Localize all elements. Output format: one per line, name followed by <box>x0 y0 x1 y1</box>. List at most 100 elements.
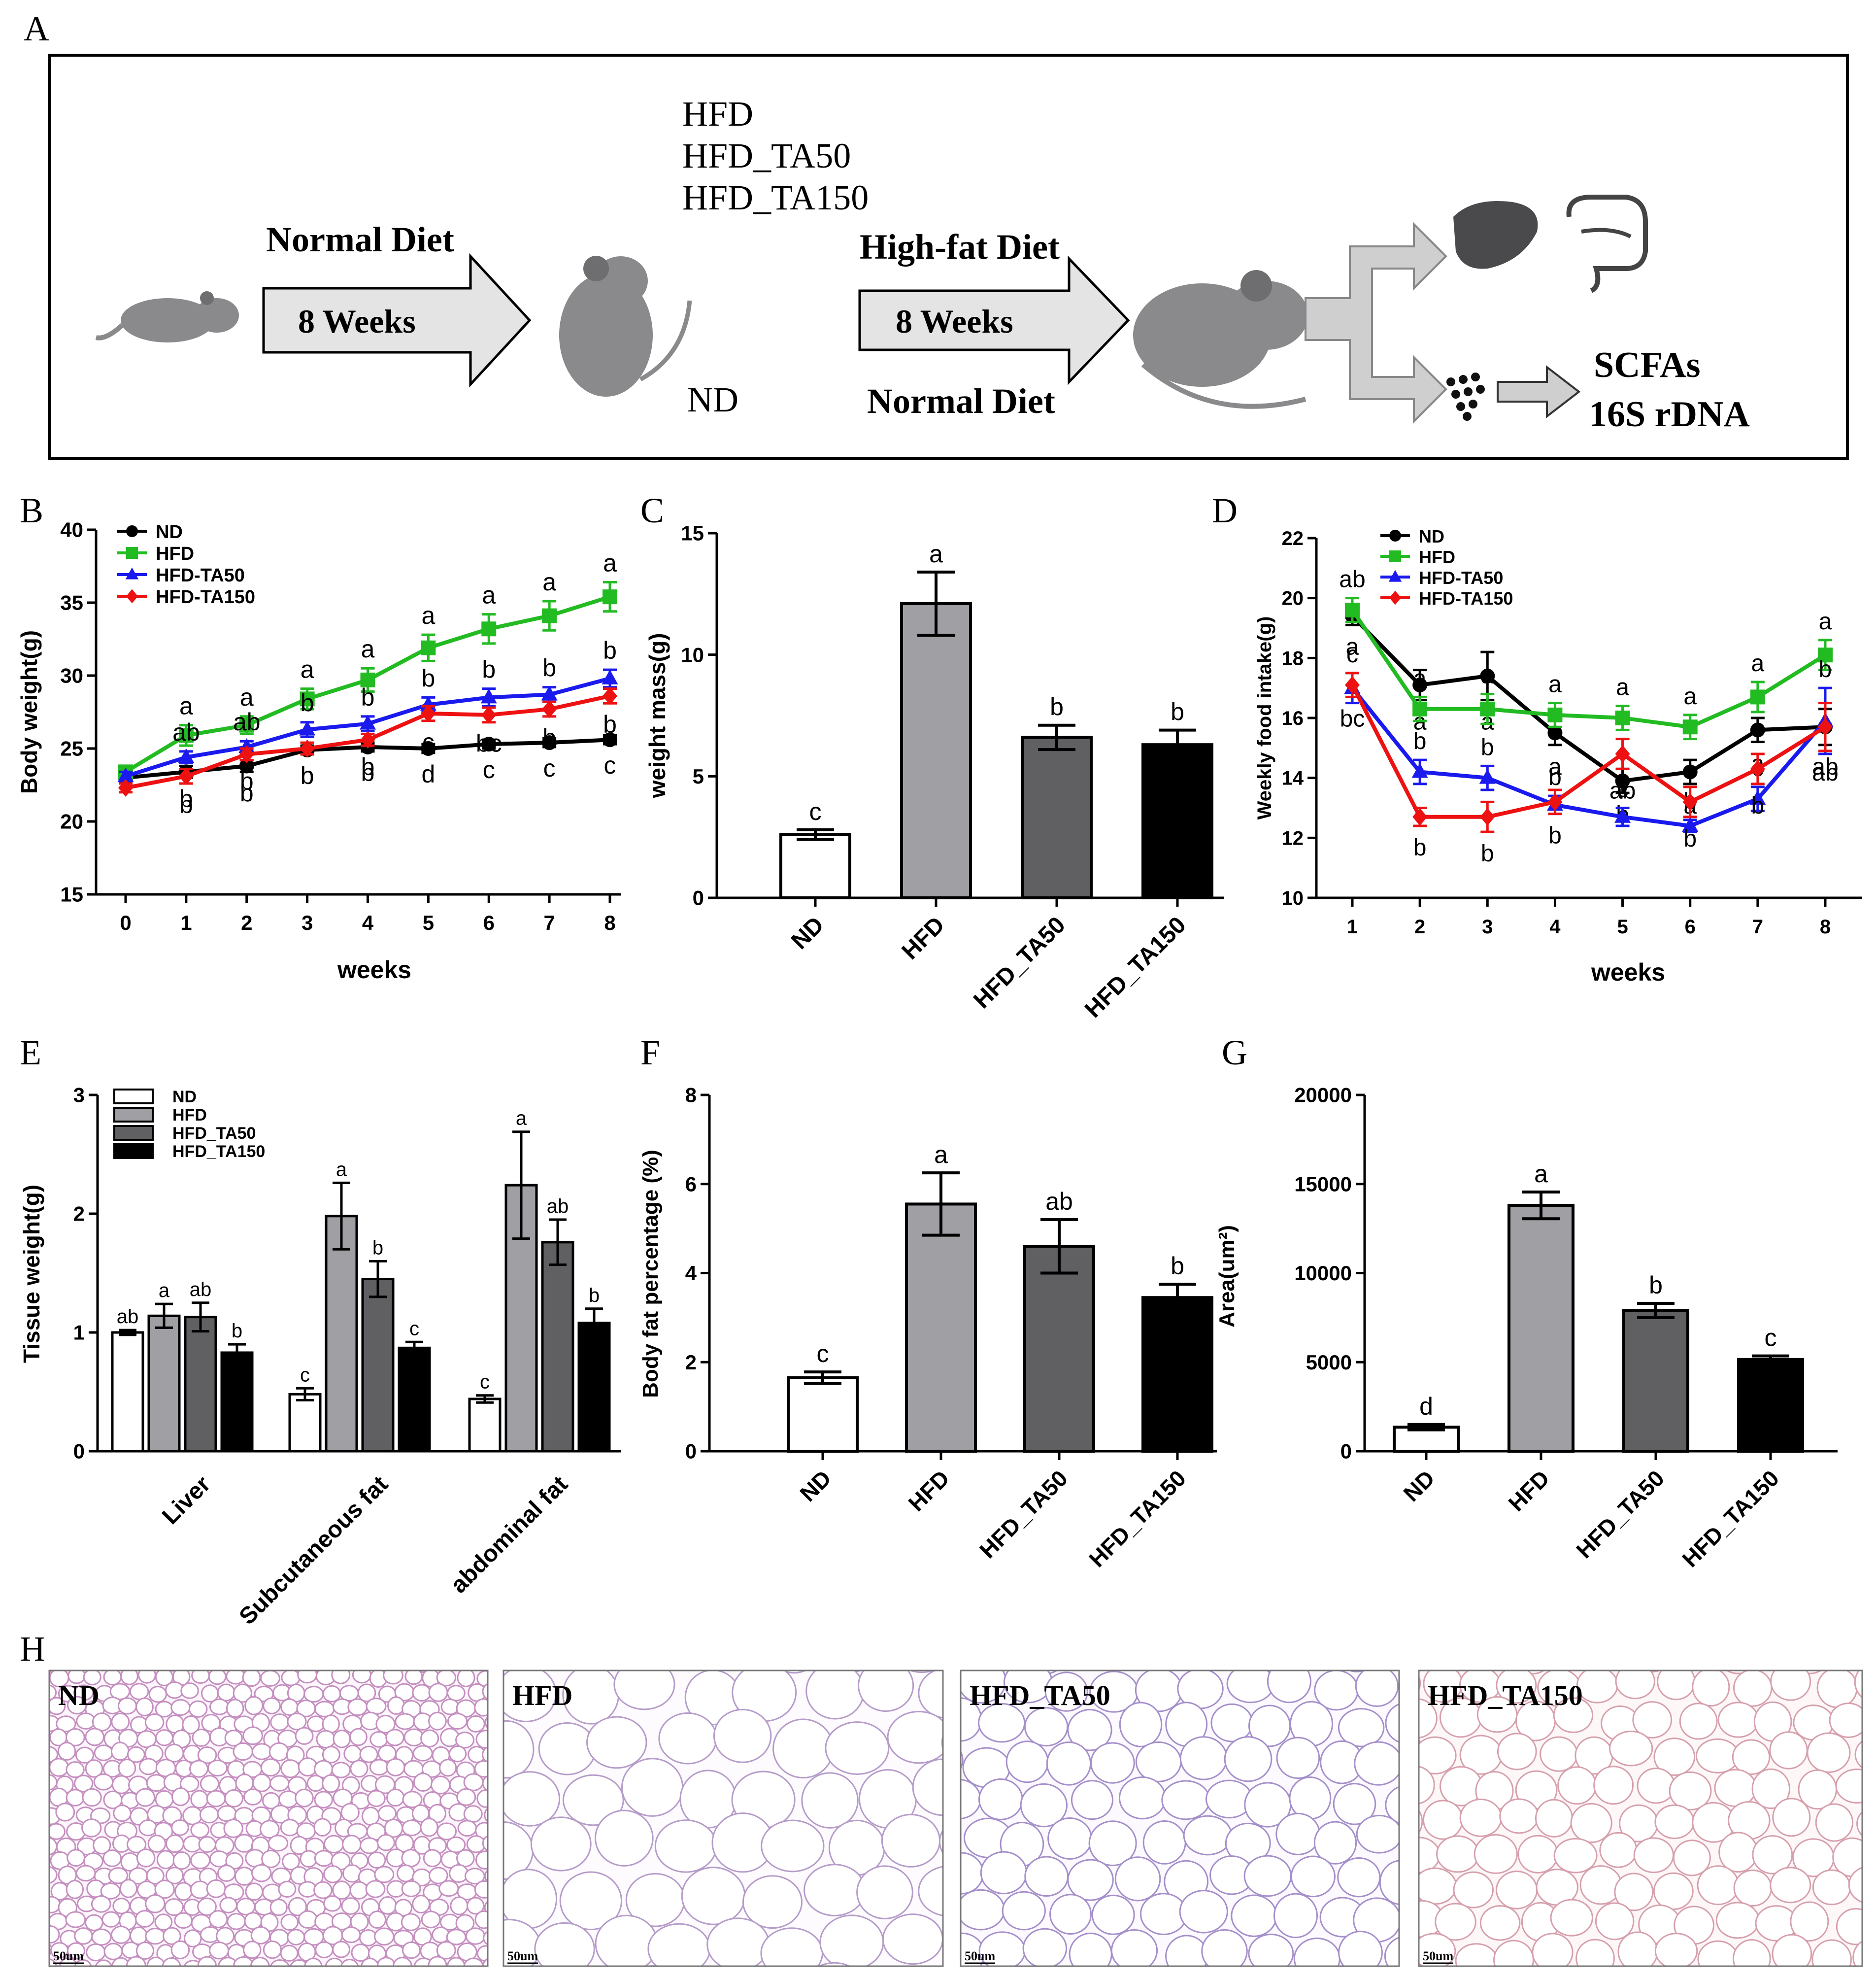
series-line-HFD <box>1350 609 1827 729</box>
adipocyte <box>174 1882 193 1901</box>
adipocyte <box>746 1972 807 1977</box>
adipocyte <box>108 1867 129 1884</box>
adipocyte <box>322 1685 341 1703</box>
adipocyte <box>742 1875 803 1929</box>
legend-label-ND: ND <box>156 522 183 543</box>
adipocyte <box>369 1731 388 1748</box>
adipocyte <box>482 1683 488 1701</box>
adipocyte <box>1179 1736 1228 1780</box>
weeks-label-1: 8 Weeks <box>298 303 416 340</box>
adipocyte <box>224 1789 244 1807</box>
adipocyte <box>503 1771 561 1827</box>
adipocyte <box>146 1867 165 1885</box>
adipocyte <box>361 1807 380 1826</box>
adipocyte <box>365 1880 386 1898</box>
significance-label: bc <box>476 730 502 757</box>
chart-b-ytick-label: 15 <box>60 883 83 906</box>
significance-label: b <box>1413 835 1427 861</box>
significance-label: b <box>179 785 193 813</box>
category-label-HFD_TA50: HFD_TA50 <box>974 1465 1072 1563</box>
chart-d-xtick-label: 8 <box>1820 916 1831 938</box>
adipocyte <box>367 1790 386 1807</box>
adipocyte <box>1553 1697 1594 1733</box>
adipocyte <box>103 1943 123 1960</box>
data-point-HFD-TA150 <box>1547 793 1563 811</box>
adipocyte <box>1555 1634 1593 1668</box>
adipocyte <box>250 1926 271 1944</box>
adipocyte <box>387 1973 403 1977</box>
significance-label: b <box>589 1285 600 1306</box>
adipocyte <box>381 1670 392 1672</box>
histology-label: HFD_TA150 <box>1428 1679 1583 1711</box>
adipocyte <box>357 1683 376 1703</box>
adipocyte <box>448 1745 467 1763</box>
adipocyte <box>234 1867 254 1886</box>
adipocyte <box>781 1670 807 1674</box>
adipocyte <box>281 1852 300 1871</box>
adipocyte <box>1614 1873 1654 1911</box>
adipocyte <box>1419 1766 1435 1805</box>
histology-frame <box>48 1670 489 1967</box>
adipocyte <box>1354 1741 1399 1786</box>
data-point-ND <box>1682 764 1698 780</box>
adipocyte <box>438 1880 459 1897</box>
adipocyte <box>386 1788 405 1807</box>
adipocyte <box>482 1835 488 1851</box>
adipocyte <box>111 1712 130 1731</box>
adipocyte <box>281 1670 301 1686</box>
adipocyte <box>474 1698 488 1717</box>
bar-HFD_TA50-abdominal fat <box>541 1241 574 1453</box>
adipocyte <box>170 1699 191 1716</box>
adipocyte <box>1654 1804 1695 1840</box>
adipocyte <box>59 1957 78 1966</box>
chart-g-ytick-label: 0 <box>1340 1440 1352 1463</box>
adipocyte <box>369 1759 389 1776</box>
branch-arrow <box>1305 222 1447 424</box>
adipocyte <box>1856 1811 1862 1837</box>
adipocyte <box>144 1651 163 1669</box>
adipocyte <box>1165 1935 1208 1966</box>
bar-HFD_TA150-abdominal fat <box>577 1322 611 1453</box>
adipocyte <box>474 1910 488 1929</box>
adipocyte <box>938 1829 943 1854</box>
legend-marker-HFD-TA50 <box>1388 570 1402 582</box>
chart-d-ytick-label: 18 <box>1282 648 1304 669</box>
significance-label: a <box>1819 609 1832 635</box>
adipocyte <box>297 1670 318 1684</box>
adipocyte <box>1714 1769 1757 1807</box>
histology-label: HFD <box>512 1679 572 1711</box>
bar-HFD_TA150-Liver <box>220 1351 254 1453</box>
adipocyte <box>1156 1630 1203 1669</box>
adipocyte <box>137 1973 155 1977</box>
histology-frame <box>1418 1670 1863 1967</box>
legend-swatch-HFD_TA150 <box>113 1143 154 1159</box>
adipocyte <box>1005 1740 1049 1783</box>
adipocyte <box>1183 1815 1233 1856</box>
significance-label: ab <box>172 718 200 746</box>
panel-letter-b: B <box>20 491 43 530</box>
adipocyte <box>171 1819 189 1836</box>
adipocyte <box>1653 1738 1696 1776</box>
chart-g-ytick-label: 15000 <box>1294 1172 1352 1195</box>
adipocyte <box>164 1898 184 1916</box>
adipocyte <box>1044 1671 1088 1712</box>
adipocyte <box>1816 1670 1858 1708</box>
significance-label: b <box>179 791 193 818</box>
adipocyte <box>911 1969 956 1977</box>
adipocyte <box>1453 1871 1494 1909</box>
adipocyte <box>49 1746 59 1763</box>
adipocyte <box>1273 1893 1318 1939</box>
chart-b-xtick-label: 4 <box>362 911 374 934</box>
adipocyte <box>127 1746 145 1763</box>
adipocyte <box>1419 1809 1423 1834</box>
legend-label-HFD: HFD <box>1419 547 1455 567</box>
schematic-panel: Normal Diet 8 Weeks HFD HFD_TA50 HFD_TA1… <box>48 54 1849 460</box>
adipocyte <box>75 1652 94 1670</box>
chart-f-ylabel: Body fat percentage (%) <box>638 1150 663 1398</box>
legend-label-HFD-TA150: HFD-TA150 <box>156 587 255 608</box>
adipocyte <box>103 1670 122 1686</box>
adipocyte <box>1550 1899 1593 1937</box>
chart-d-xtick-label: 2 <box>1414 916 1425 938</box>
adipocyte <box>180 1682 199 1699</box>
adipocyte <box>1181 1970 1225 1977</box>
